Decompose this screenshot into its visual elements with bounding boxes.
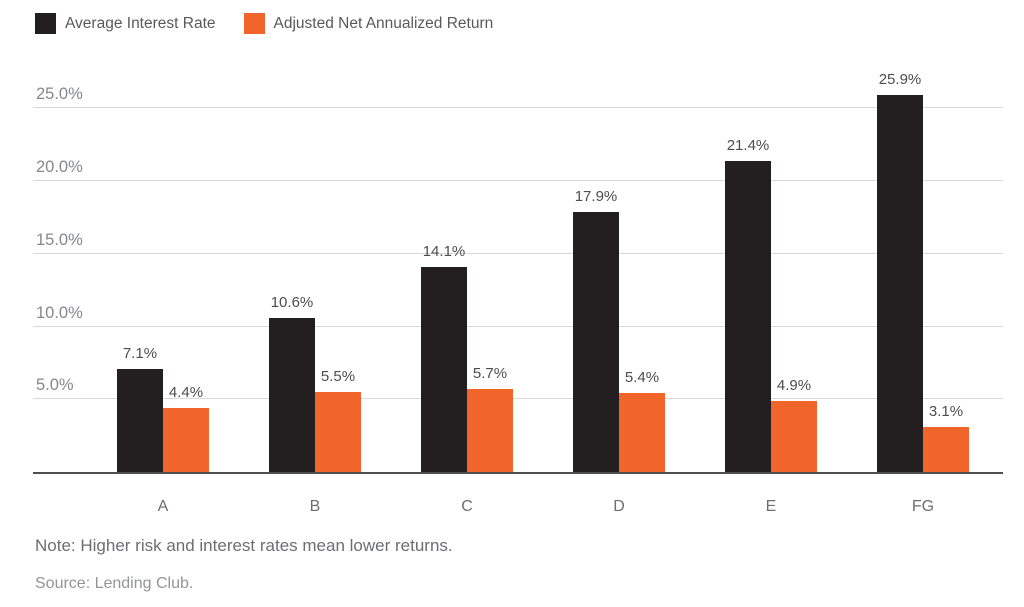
x-axis-label-B: B [309,498,321,515]
value-label-return-A: 4.4% [168,384,204,401]
legend-label: Average Interest Rate [65,14,216,32]
value-label-interest-FG: 25.9% [878,71,922,89]
value-label-return-FG: 3.1% [928,402,964,420]
legend-item-average-interest-rate: Average Interest Rate [35,13,216,34]
bar-interest-D [573,211,619,472]
x-axis-label-E: E [765,498,777,515]
value-label-interest-A: 7.1% [122,344,158,362]
gridline-10 [33,325,1003,327]
value-label-interest-C: 14.1% [422,242,466,260]
bar-interest-FG [877,95,923,472]
legend-label: Adjusted Net Annualized Return [273,14,494,32]
bar-interest-A [117,368,163,472]
y-axis-tick-label: 10.0% [36,303,83,322]
bar-interest-E [725,160,771,472]
y-axis-tick-label: 25.0% [36,85,83,104]
value-label-return-C: 5.7% [472,365,508,383]
value-label-interest-B: 10.6% [270,293,314,311]
bar-return-B [315,391,361,472]
value-label-return-E: 4.9% [776,376,812,394]
bar-return-D [619,393,665,472]
bar-return-C [467,389,513,472]
chart-legend: Average Interest Rate Adjusted Net Annua… [35,13,493,34]
y-axis-tick-label: 20.0% [36,158,83,177]
legend-swatch-black [35,13,56,34]
value-label-return-B: 5.5% [320,367,356,385]
value-label-interest-E: 21.4% [726,136,770,154]
value-label-return-D: 5.4% [624,369,660,387]
bar-return-E [771,400,817,472]
x-axis-label-D: D [613,498,625,515]
chart-source: Source: Lending Club. [35,575,194,592]
plot-area: 5.0% 10.0% 15.0% 20.0% 25.0% 7.1% 4.4% A 10.6% 5.… [33,71,1003,515]
legend-item-adjusted-net-annualized-return: Adjusted Net Annualized Return [243,13,494,34]
y-axis-tick-label: 15.0% [36,230,83,249]
y-axis-tick-label: 5.0% [36,376,74,395]
gridline-5 [33,398,1003,400]
bar-return-FG [923,426,969,472]
x-axis-label-FG: FG [911,498,935,515]
legend-swatch-orange [243,13,265,34]
chart-note: Note: Higher risk and interest rates mea… [35,536,453,555]
gridline-15 [33,252,1003,254]
bar-interest-B [269,317,315,472]
x-axis-label-C: C [461,498,473,515]
gridline-20 [33,180,1003,182]
gridline-25 [33,107,1003,109]
bar-return-A [163,408,209,472]
x-axis-label-A: A [157,498,169,515]
value-label-interest-D: 17.9% [574,187,618,205]
bar-interest-C [421,266,467,472]
